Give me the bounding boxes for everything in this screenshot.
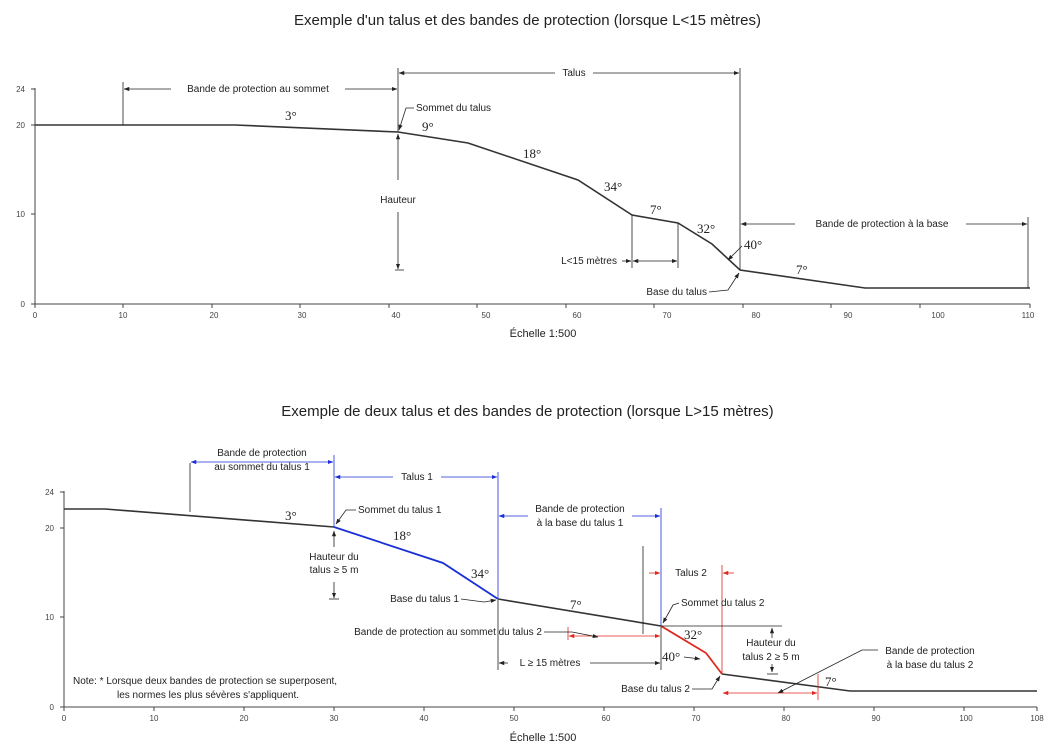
d2-angle: 32°: [684, 627, 702, 642]
d2-profile-top: [64, 508, 335, 528]
d2-angle: 7°: [570, 597, 582, 612]
d2-bande-sommet1-label: Bande de protection: [217, 448, 307, 459]
d2-note: Note: * Lorsque deux bandes de protectio…: [73, 676, 337, 687]
d2-scale-label: Échelle 1:500: [510, 731, 577, 744]
d2-angle: 18°: [393, 528, 411, 543]
d2-xtick: 60: [602, 714, 611, 723]
d2-talus1-profile: [333, 526, 499, 600]
d2-bande-base1-label: Bande de protection: [535, 504, 625, 515]
diagram1-title: Exemple d'un talus et des bandes de prot…: [294, 12, 761, 29]
d1-angle: 18°: [523, 146, 541, 161]
d1-xtick: 30: [298, 311, 307, 320]
d2-xtick: 108: [1030, 714, 1044, 723]
d1-xtick: 90: [844, 311, 853, 320]
d1-scale-label: Échelle 1:500: [510, 327, 577, 340]
d2-sommet2-label: Sommet du talus 2: [681, 598, 765, 609]
d1-xtick: 60: [573, 311, 582, 320]
diagram2: 0 10 20 24 0 10 20 30 40 50 60 70 80 90 …: [45, 448, 1044, 744]
d1-angle: 32°: [697, 221, 715, 236]
d1-xtick: 0: [33, 311, 38, 320]
d1-xtick: 70: [663, 311, 672, 320]
d1-hauteur-label: Hauteur: [380, 195, 416, 206]
d2-ytick: 0: [50, 703, 55, 712]
d1-axes: [34, 88, 1030, 305]
d2-bande-base1-label: à la base du talus 1: [537, 518, 624, 529]
d1-sommet-label: Sommet du talus: [416, 103, 491, 114]
d1-x-axis-ticks: 0 10 20 30 40 50 60 70 80 90 100 110: [33, 304, 1035, 320]
d2-base1-label: Base du talus 1: [390, 594, 459, 605]
d2-hauteur1-label: talus ≥ 5 m: [310, 565, 359, 576]
d1-xtick: 100: [931, 311, 945, 320]
d1-xtick: 50: [482, 311, 491, 320]
d2-x-axis-ticks: 0 10 20 30 40 50 60 70 80 90 100 108: [62, 707, 1044, 723]
d2-note: les normes les plus sévères s'appliquent…: [117, 690, 299, 701]
d2-hauteur2-label: Hauteur du: [746, 638, 795, 649]
d2-ytick: 24: [45, 488, 54, 497]
d1-angle: 40°: [744, 237, 762, 252]
d2-ytick: 10: [45, 613, 54, 622]
d1-xtick: 20: [210, 311, 219, 320]
d1-talus-label: Talus: [562, 68, 585, 79]
d1-ytick: 20: [16, 121, 25, 130]
d2-bande-sommet2-label: Bande de protection au sommet du talus 2: [354, 627, 542, 638]
d2-xtick: 0: [62, 714, 67, 723]
d1-angle: 7°: [796, 262, 808, 277]
d2-xtick: 40: [420, 714, 429, 723]
d2-talus2-label: Talus 2: [675, 568, 707, 579]
d2-talus2-profile: [660, 625, 723, 675]
d2-angle: 40°: [662, 649, 680, 664]
d2-sommet1-label: Sommet du talus 1: [358, 505, 442, 516]
d1-xtick: 80: [752, 311, 761, 320]
d1-angle: 7°: [650, 202, 662, 217]
d1-bande-base-label: Bande de protection à la base: [816, 219, 949, 230]
d2-bande-base2-label: à la base du talus 2: [887, 660, 974, 671]
d2-xtick: 10: [150, 714, 159, 723]
d2-base2-label: Base du talus 2: [621, 684, 690, 695]
d1-bande-sommet-label: Bande de protection au sommet: [187, 84, 329, 95]
d1-angle: 3°: [285, 108, 297, 123]
d2-xtick: 30: [330, 714, 339, 723]
d1-angle: 9°: [422, 119, 434, 134]
d2-xtick: 100: [959, 714, 973, 723]
d2-y-axis-ticks: 0 10 20 24: [45, 488, 64, 712]
diagram2-title: Exemple de deux talus et des bandes de p…: [281, 403, 774, 420]
d2-xtick: 80: [782, 714, 791, 723]
d1-xtick: 40: [392, 311, 401, 320]
d2-profile-mid: [497, 598, 662, 627]
diagram1: 0 10 20 24 0 10 20 30 40 50 60 70 80 90 …: [16, 68, 1035, 340]
d2-angle: 34°: [471, 566, 489, 581]
d2-profile-bottom: [721, 673, 1037, 692]
d2-l-label: L ≥ 15 mètres: [520, 658, 581, 669]
d2-hauteur2-label: talus 2 ≥ 5 m: [742, 652, 799, 663]
d1-y-axis-ticks: 0 10 20 24: [16, 85, 35, 309]
d1-ytick: 24: [16, 85, 25, 94]
d2-bande-base2-label: Bande de protection: [885, 646, 975, 657]
d2-xtick: 50: [510, 714, 519, 723]
d2-bande-sommet1-label: au sommet du talus 1: [214, 462, 310, 473]
d1-xtick: 10: [119, 311, 128, 320]
d1-angle: 34°: [604, 179, 622, 194]
d2-hauteur1-label: Hauteur du: [309, 552, 358, 563]
d1-xtick: 110: [1022, 311, 1035, 320]
d2-talus1-label: Talus 1: [401, 472, 433, 483]
d1-l-label: L<15 mètres: [561, 256, 617, 267]
d2-xtick: 20: [240, 714, 249, 723]
d2-angle: 7°: [825, 674, 837, 689]
d2-xtick: 70: [692, 714, 701, 723]
d1-base-label: Base du talus: [646, 287, 707, 298]
d1-ytick: 0: [21, 300, 26, 309]
d2-xtick: 90: [872, 714, 881, 723]
d2-ytick: 20: [45, 524, 54, 533]
d2-angle: 3°: [285, 508, 297, 523]
d1-ytick: 10: [16, 210, 25, 219]
